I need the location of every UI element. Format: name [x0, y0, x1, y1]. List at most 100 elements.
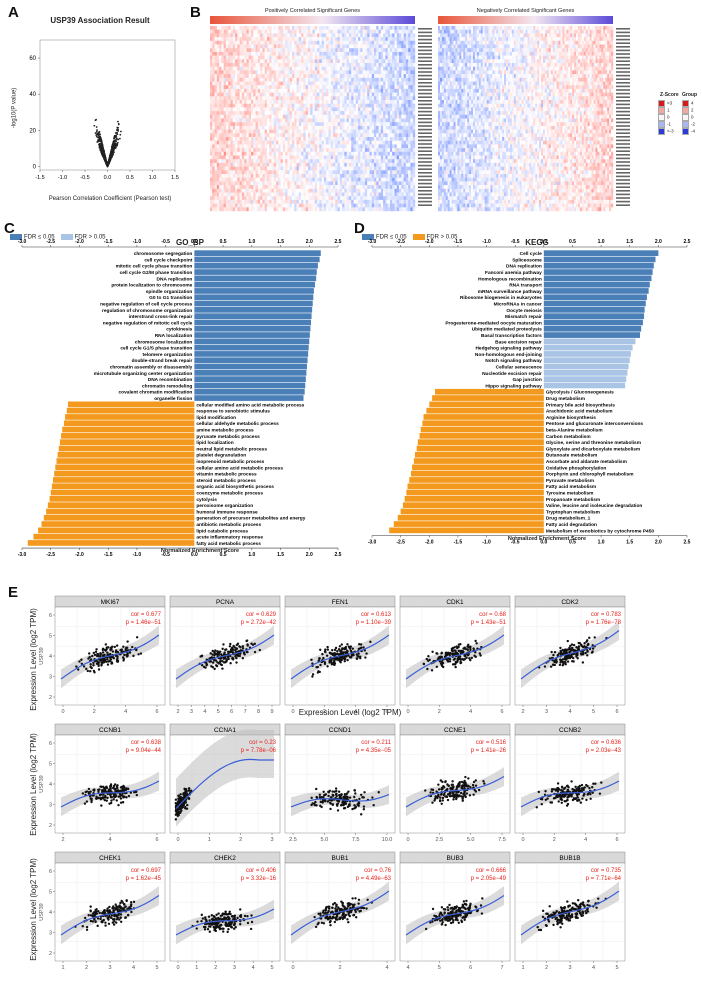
heatmap-pos-cell: [214, 44, 218, 49]
heatmap-pos-cell: [212, 103, 215, 108]
heatmap-pos-cell: [310, 166, 313, 171]
heatmap-pos-cell: [228, 92, 231, 97]
heatmap-pos-cell: [344, 207, 347, 212]
heatmap-pos-cell: [376, 63, 379, 67]
heatmap-pos-cell: [342, 96, 345, 101]
heatmap-pos-cell: [387, 203, 391, 208]
heatmap-pos-cell: [326, 166, 329, 171]
heatmap-pos-cell: [374, 181, 377, 186]
heatmap-pos-cell: [280, 185, 284, 189]
heatmap-pos-cell: [339, 81, 343, 86]
heatmap-pos-cell: [237, 181, 240, 186]
heatmap-pos-cell: [310, 177, 313, 182]
heatmap-pos-cell: [367, 144, 370, 149]
heatmap-pos-cell: [251, 155, 254, 160]
heatmap-pos-cell: [364, 70, 368, 75]
heatmap-pos-cell: [271, 133, 274, 138]
heatmap-pos-cell: [378, 66, 382, 71]
heatmap-pos-cell: [310, 92, 313, 97]
heatmap-pos-cell: [253, 148, 256, 152]
heatmap-pos-cell: [378, 26, 382, 30]
heatmap-pos-cell: [362, 144, 366, 149]
heatmap-pos-cell: [301, 137, 304, 141]
heatmap-pos-cell: [328, 188, 331, 193]
heatmap-pos-cell: [248, 51, 252, 56]
heatmap-pos-cell: [385, 40, 388, 45]
heatmap-pos-cell: [253, 144, 256, 149]
heatmap-pos-cell: [244, 44, 247, 49]
heatmap-pos-cell: [280, 162, 284, 167]
heatmap-pos-cell: [385, 159, 388, 164]
heatmap-pos-cell: [328, 203, 331, 208]
heatmap-pos-cell: [239, 77, 243, 82]
heatmap-pos-cell: [314, 33, 318, 38]
heatmap-pos-cell: [298, 133, 302, 138]
heatmap-pos-cell: [321, 129, 325, 134]
heatmap-pos-cell: [214, 122, 218, 127]
heatmap-pos-cell: [321, 196, 325, 201]
heatmap-pos-cell: [328, 174, 331, 178]
heatmap-pos-cell: [317, 122, 320, 127]
heatmap-pos-cell: [376, 37, 379, 41]
heatmap-pos-cell: [312, 51, 315, 56]
heatmap-pos-cell: [255, 192, 259, 197]
heatmap-pos-cell: [333, 159, 336, 164]
heatmap-pos-cell: [241, 185, 245, 189]
heatmap-pos-cell: [323, 37, 327, 41]
volcano-point: [94, 132, 97, 134]
heatmap-pos-cell: [301, 55, 304, 60]
heatmap-pos-cell: [385, 100, 388, 104]
heatmap-pos-cell: [367, 133, 370, 138]
heatmap-pos-cell: [301, 192, 304, 197]
heatmap-pos-cell: [246, 203, 249, 208]
heatmap-pos-cell: [378, 55, 382, 60]
heatmap-pos-cell: [376, 199, 379, 204]
heatmap-pos-cell: [298, 88, 302, 93]
heatmap-pos-cell: [257, 203, 261, 208]
heatmap-pos-cell: [225, 125, 229, 130]
heatmap-pos-cell: [221, 114, 224, 119]
heatmap-pos-cell: [351, 170, 354, 175]
heatmap-pos-cell: [323, 85, 327, 90]
heatmap-pos-cell: [307, 188, 311, 193]
heatmap-pos-cell: [301, 29, 304, 34]
heatmap-pos-cell: [237, 74, 240, 78]
heatmap-pos-cell: [289, 133, 293, 138]
heatmap-pos-cell: [351, 155, 354, 160]
heatmap-pos-cell: [292, 185, 295, 189]
heatmap-pos-cell: [330, 51, 334, 56]
heatmap-pos-cell: [383, 51, 386, 56]
heatmap-pos-cell: [287, 111, 290, 115]
heatmap-pos-cell: [212, 170, 215, 175]
heatmap-pos-cell: [219, 181, 222, 186]
heatmap-pos-cell: [323, 159, 327, 164]
heatmap-pos-cell: [378, 196, 382, 201]
heatmap-pos-cell: [253, 199, 256, 204]
heatmap-pos-cell: [358, 125, 361, 130]
heatmap-pos-cell: [355, 125, 359, 130]
heatmap-pos-cell: [298, 174, 302, 178]
heatmap-pos-cell: [362, 129, 366, 134]
heatmap-pos-cell: [301, 70, 304, 75]
heatmap-pos-cell: [358, 107, 361, 112]
heatmap-pos-cell: [257, 155, 261, 160]
heatmap-pos-cell: [348, 140, 352, 145]
heatmap-pos-cell: [389, 118, 393, 123]
heatmap-pos-cell: [326, 192, 329, 197]
heatmap-pos-cell: [321, 81, 325, 86]
heatmap-pos-cell: [374, 88, 377, 93]
heatmap-pos-cell: [255, 48, 259, 53]
heatmap-pos-cell: [328, 199, 331, 204]
heatmap-pos-cell: [269, 37, 272, 41]
heatmap-pos-cell: [253, 129, 256, 134]
heatmap-pos-cell: [223, 185, 227, 189]
heatmap-pos-cell: [271, 144, 274, 149]
heatmap-pos-cell: [380, 111, 384, 115]
heatmap-pos-cell: [221, 70, 224, 75]
heatmap-pos-cell: [237, 122, 240, 127]
heatmap-pos-cell: [212, 100, 215, 104]
heatmap-pos-cell: [230, 162, 233, 167]
heatmap-pos-cell: [241, 162, 245, 167]
heatmap-pos-cell: [378, 107, 382, 112]
heatmap-pos-cell: [376, 188, 379, 193]
